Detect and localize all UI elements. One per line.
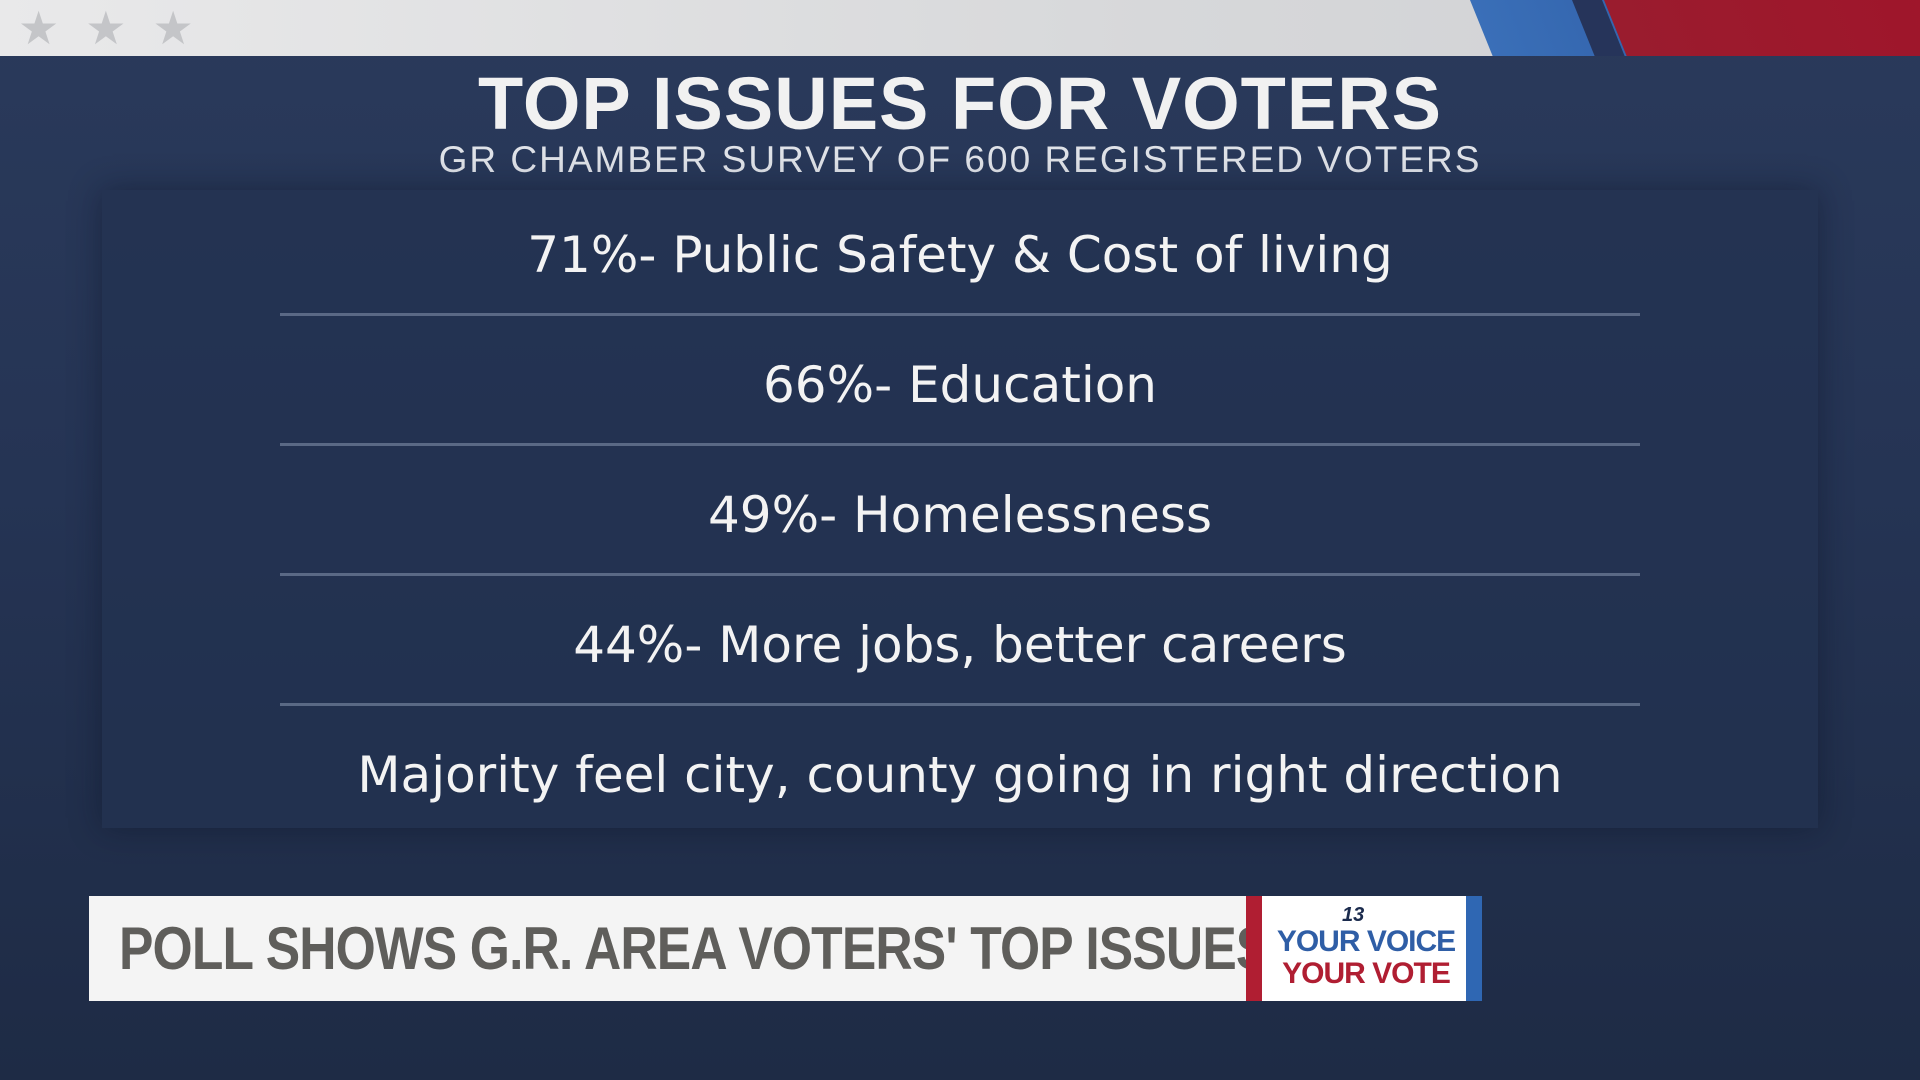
issue-item: 66%- Education — [763, 356, 1157, 414]
top-banner-stripe: ★ ★ ★ — [0, 0, 1920, 56]
graphic-title: TOP ISSUES FOR VOTERS — [477, 62, 1443, 145]
issue-item: 71%- Public Safety & Cost of living — [527, 226, 1393, 284]
issue-item: 49%- Homelessness — [707, 486, 1213, 544]
issue-divider — [280, 313, 1640, 316]
issue-item: 44%- More jobs, better careers — [573, 616, 1347, 674]
headline-text: POLL SHOWS G.R. AREA VOTERS' TOP ISSUES — [119, 915, 1270, 982]
issues-panel: 71%- Public Safety & Cost of living 66%-… — [102, 190, 1818, 828]
logo-line-your-voice: YOUR VOICE — [1276, 925, 1456, 958]
issue-divider — [280, 573, 1640, 576]
logo-line-your-vote: YOUR VOTE — [1282, 957, 1451, 990]
logo-red-edge — [1246, 896, 1262, 1001]
issue-divider — [280, 703, 1640, 706]
stripe-red — [1604, 0, 1920, 56]
issue-item: Majority feel city, county going in righ… — [357, 746, 1563, 804]
stars-group: ★ ★ ★ — [18, 2, 194, 54]
station-logo: 13 YOUR VOICE YOUR VOTE — [1246, 896, 1482, 1001]
star-icon: ★ — [85, 1, 127, 55]
issue-divider — [280, 443, 1640, 446]
lower-third-banner: POLL SHOWS G.R. AREA VOTERS' TOP ISSUES — [89, 896, 1270, 1001]
star-icon: ★ — [152, 1, 194, 55]
graphic-subtitle: GR CHAMBER SURVEY OF 600 REGISTERED VOTE… — [438, 139, 1482, 180]
logo-blue-edge — [1466, 896, 1482, 1001]
channel-number: 13 — [1342, 904, 1365, 926]
star-icon: ★ — [18, 1, 60, 55]
